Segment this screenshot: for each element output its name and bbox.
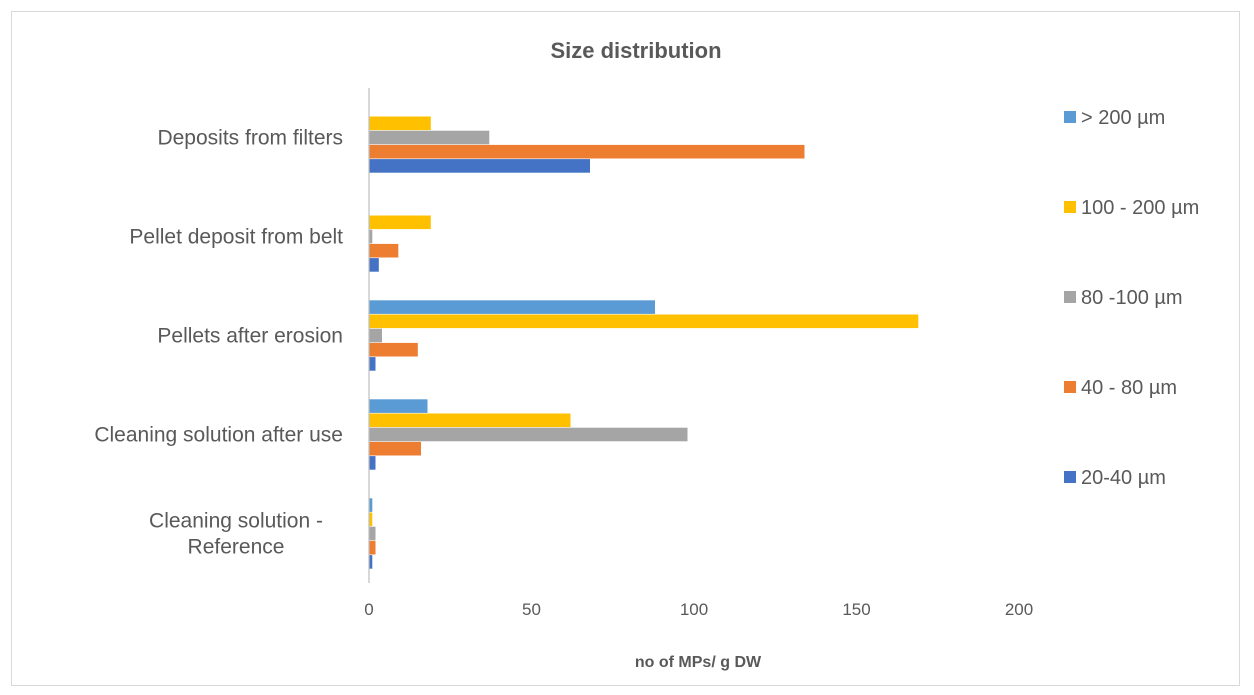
bar [369,342,418,357]
plot-area: Cleaning solution - Reference Cleaning sol… [94,88,1199,619]
bar [369,512,373,527]
legend-label: 40 - 80 µm [1081,377,1177,399]
category-label: Pellet deposit from belt [129,226,343,249]
category-label: Cleaning solution - [149,510,323,533]
x-tick-label: 200 [1005,600,1033,619]
legend-label: 20-40 µm [1081,467,1166,489]
legend-swatch [1064,111,1076,123]
x-axis-title: no of MPs/ g DW [635,654,762,671]
bar [369,314,919,329]
x-tick-label: 150 [842,600,870,619]
category-label: Pellets after erosion [157,325,343,348]
bar [369,399,428,413]
legend-label: 100 - 200 µm [1081,197,1199,219]
chart-title: Size distribution [550,38,721,63]
bar [369,441,421,456]
bar [369,540,376,555]
bar [369,413,571,428]
legend-label: > 200 µm [1081,107,1165,129]
bar [369,243,399,258]
chart-frame [11,11,1240,686]
bar [369,357,376,371]
x-tick-label: 50 [522,600,541,619]
legend-swatch [1064,471,1076,483]
bar [369,456,376,470]
bar [369,498,373,512]
category-label: Reference [188,536,285,559]
category-label: Deposits from filters [157,127,343,150]
bar [369,116,431,131]
bar [369,130,490,145]
bar [369,229,373,244]
bar [369,526,376,541]
bar [369,300,655,314]
bar [369,144,805,159]
bar [369,159,590,173]
legend-swatch [1064,381,1076,393]
bar [369,215,431,230]
x-tick-label: 0 [364,600,373,619]
legend-swatch [1064,291,1076,303]
bar [369,555,373,569]
bar [369,258,379,272]
category-label: Cleaning solution after use [94,424,343,447]
bar [369,427,688,442]
legend-swatch [1064,201,1076,213]
bar [369,328,382,343]
legend-label: 80 -100 µm [1081,287,1183,309]
x-tick-label: 100 [680,600,708,619]
